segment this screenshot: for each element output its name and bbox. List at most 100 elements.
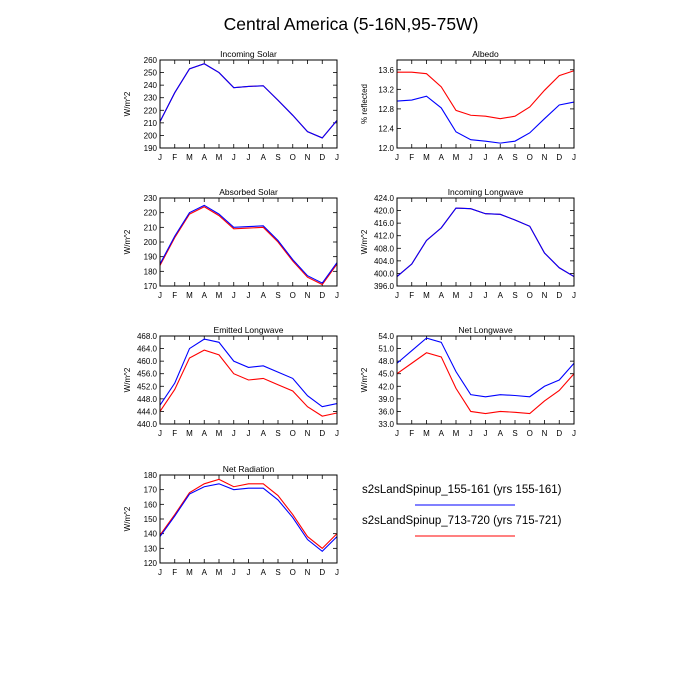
x-tick-label: M bbox=[453, 429, 460, 438]
x-tick-label: M bbox=[453, 153, 460, 162]
plot-frame bbox=[159, 335, 338, 425]
legend: s2sLandSpinup_155-161 (yrs 155-161) s2sL… bbox=[362, 484, 562, 537]
y-axis-label: W/m^2 bbox=[360, 367, 369, 392]
y-tick-label: 210 bbox=[144, 119, 158, 128]
x-tick-label: N bbox=[305, 291, 311, 300]
panel-title: Absorbed Solar bbox=[219, 187, 278, 197]
x-tick-label: D bbox=[319, 568, 325, 577]
y-axis-label: W/m^2 bbox=[123, 91, 132, 116]
panel-1: Incoming Solar W/m^2 190 200 210 220 230 240 250… bbox=[123, 49, 339, 162]
series-line-2 bbox=[396, 352, 575, 415]
series-line-2 bbox=[397, 70, 575, 120]
panel-title: Net Longwave bbox=[458, 325, 513, 335]
x-tick-label: S bbox=[275, 568, 280, 577]
x-tick-label: J bbox=[469, 291, 473, 300]
y-tick-label: 13.2 bbox=[378, 85, 394, 94]
figure-title: Central America (5-16N,95-75W) bbox=[224, 14, 479, 34]
x-tick-label: S bbox=[275, 153, 280, 162]
x-tick-label: J bbox=[158, 568, 162, 577]
y-tick-label: 180 bbox=[144, 267, 158, 276]
x-tick-label: J bbox=[395, 153, 399, 162]
series-line-1 bbox=[159, 204, 338, 284]
y-tick-label: 420.0 bbox=[374, 207, 395, 216]
x-tick-label: J bbox=[484, 153, 488, 162]
x-tick-label: O bbox=[290, 568, 296, 577]
x-tick-label: A bbox=[439, 291, 445, 300]
y-tick-label: 51.0 bbox=[378, 345, 394, 354]
x-tick-label: A bbox=[202, 429, 208, 438]
x-tick-label: F bbox=[172, 429, 177, 438]
x-tick-label: D bbox=[556, 291, 562, 300]
x-tick-label: J bbox=[247, 291, 251, 300]
x-tick-label: M bbox=[216, 153, 223, 162]
y-tick-label: 230 bbox=[144, 94, 158, 103]
y-tick-label: 200 bbox=[144, 131, 158, 140]
x-tick-label: M bbox=[186, 568, 193, 577]
plot-frame bbox=[396, 59, 575, 149]
x-tick-label: J bbox=[335, 429, 339, 438]
y-tick-label: 404.0 bbox=[374, 257, 395, 266]
plot-frame bbox=[159, 474, 338, 564]
series-line-2 bbox=[159, 478, 338, 550]
y-tick-label: 190 bbox=[144, 253, 158, 262]
y-axis-label: % reflected bbox=[360, 84, 369, 124]
y-tick-label: 170 bbox=[144, 282, 158, 291]
y-tick-label: 140 bbox=[144, 530, 158, 539]
y-tick-label: 412.0 bbox=[374, 232, 395, 241]
y-tick-label: 424.0 bbox=[374, 194, 395, 203]
x-tick-label: M bbox=[423, 153, 430, 162]
panel-title: Incoming Solar bbox=[220, 49, 277, 59]
y-tick-label: 33.0 bbox=[378, 420, 394, 429]
y-tick-label: 396.0 bbox=[374, 282, 395, 291]
x-tick-label: S bbox=[275, 291, 280, 300]
x-tick-label: F bbox=[172, 291, 177, 300]
y-tick-label: 130 bbox=[144, 544, 158, 553]
x-tick-label: J bbox=[232, 291, 236, 300]
series-line-1 bbox=[159, 483, 338, 553]
x-tick-label: A bbox=[202, 153, 208, 162]
y-tick-label: 464.0 bbox=[137, 345, 158, 354]
x-tick-label: N bbox=[305, 568, 311, 577]
plot-frame bbox=[159, 197, 338, 287]
x-tick-label: J bbox=[232, 429, 236, 438]
y-tick-label: 42.0 bbox=[378, 382, 394, 391]
x-tick-label: A bbox=[261, 429, 267, 438]
y-tick-label: 210 bbox=[144, 223, 158, 232]
x-tick-label: A bbox=[498, 291, 504, 300]
x-tick-label: F bbox=[409, 291, 414, 300]
x-tick-label: D bbox=[319, 291, 325, 300]
x-tick-label: S bbox=[275, 429, 280, 438]
y-tick-label: 12.0 bbox=[378, 144, 394, 153]
x-tick-label: O bbox=[527, 153, 533, 162]
series-line-1 bbox=[159, 338, 338, 408]
y-tick-label: 220 bbox=[144, 106, 158, 115]
legend-label-series-2: s2sLandSpinup_713-720 (yrs 715-721) bbox=[362, 515, 562, 527]
x-tick-label: M bbox=[186, 153, 193, 162]
y-tick-label: 200 bbox=[144, 238, 158, 247]
x-tick-label: F bbox=[409, 153, 414, 162]
y-tick-label: 150 bbox=[144, 515, 158, 524]
x-tick-label: J bbox=[335, 291, 339, 300]
x-tick-label: J bbox=[158, 291, 162, 300]
panel-3: Absorbed Solar W/m^2 170 180 190 200 210 220 230… bbox=[123, 187, 339, 300]
x-tick-label: A bbox=[498, 153, 504, 162]
x-tick-label: A bbox=[202, 568, 208, 577]
x-tick-label: J bbox=[335, 153, 339, 162]
x-tick-label: N bbox=[542, 429, 548, 438]
x-tick-label: M bbox=[216, 429, 223, 438]
x-tick-label: M bbox=[423, 291, 430, 300]
y-tick-label: 36.0 bbox=[378, 407, 394, 416]
y-tick-label: 48.0 bbox=[378, 357, 394, 366]
x-tick-label: J bbox=[247, 429, 251, 438]
y-axis-label: W/m^2 bbox=[123, 367, 132, 392]
x-tick-label: J bbox=[247, 568, 251, 577]
x-tick-label: F bbox=[172, 568, 177, 577]
y-tick-label: 220 bbox=[144, 209, 158, 218]
series-line-2 bbox=[159, 63, 338, 139]
y-tick-label: 12.4 bbox=[378, 124, 394, 133]
x-tick-label: D bbox=[319, 429, 325, 438]
x-tick-label: A bbox=[439, 429, 445, 438]
x-tick-label: O bbox=[290, 153, 296, 162]
x-tick-label: M bbox=[216, 291, 223, 300]
